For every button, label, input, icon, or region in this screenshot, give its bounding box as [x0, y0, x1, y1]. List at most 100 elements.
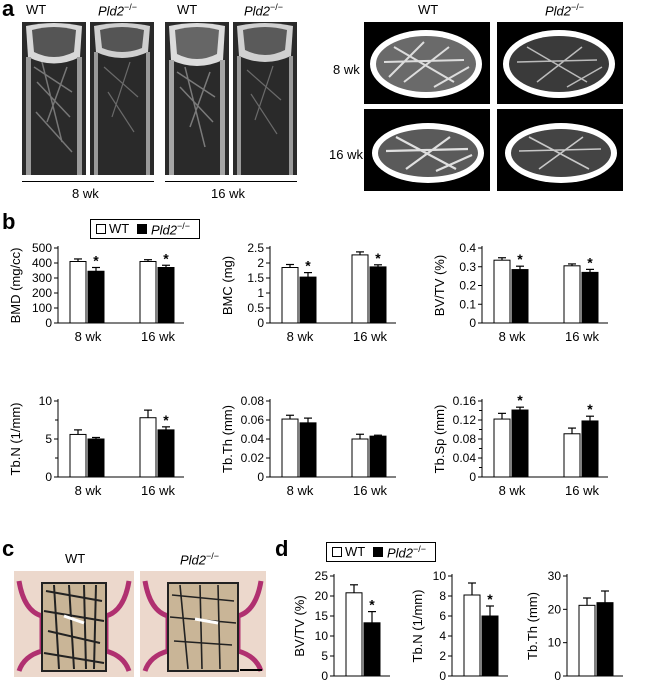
d_tbn-bar-Pld2−/− — [481, 615, 499, 677]
d_bvtv-ytick-label: 25 — [315, 569, 329, 583]
bvtv-ytick-label: 0.2 — [459, 279, 476, 293]
legend-ko-label: Pld2−/− — [387, 544, 426, 560]
d_tbth-ytick-label: 10 — [548, 636, 562, 650]
panel-a-cross-ko-label: Pld2−/− — [545, 2, 584, 18]
femur-wt-8wk-drawing — [22, 22, 86, 175]
bmc-ylabel: BMC (mg) — [220, 256, 235, 315]
panel-d-letter: d — [275, 536, 289, 561]
bmd-ytick-label: 400 — [32, 256, 52, 270]
panel-b-legend: WT Pld2−/− — [90, 219, 200, 239]
d_tbn-sig-star: * — [487, 591, 493, 607]
cross-section-wt-8wk — [364, 22, 490, 104]
tbth-bar-Pld2−/− — [369, 435, 387, 478]
bmd-sig-star: * — [163, 250, 169, 266]
tbsp-ylabel: Tb.Sp (mm) — [432, 405, 447, 474]
bmc-ytick-label: 1 — [257, 286, 264, 300]
panel-a-wt-label-2: WT — [177, 2, 198, 17]
femur-wt-16wk-drawing — [165, 22, 229, 175]
legend-ko-label: Pld2−/− — [151, 221, 190, 237]
bvtv-ytick-label: 0.3 — [459, 260, 476, 274]
panel-a-wt-label-1: WT — [26, 2, 47, 17]
tbth-ytick-label: 0 — [257, 470, 264, 484]
legend-ko-text: Pld2 — [387, 545, 414, 561]
bvtv-bar-WT — [563, 265, 581, 324]
d_tbn-bar-WT — [463, 594, 481, 677]
d_bvtv-ytick-label: 5 — [321, 649, 328, 663]
tbsp-ytick-label: 0.08 — [453, 432, 477, 446]
panel-d-legend: WT Pld2−/− — [326, 542, 436, 562]
panel-c-ko-label: Pld2−/− — [180, 551, 219, 567]
femur-image-wt-16wk — [165, 22, 229, 175]
d_tbth-ytick-label: 30 — [548, 569, 562, 583]
bvtv-sig-star: * — [587, 254, 593, 270]
row-label-16wk: 16 wk — [329, 147, 363, 162]
bmd-bar-WT — [69, 261, 87, 324]
tbn-xtick-label: 16 wk — [141, 483, 175, 498]
bmc-sig-star: * — [305, 258, 311, 274]
bmd-bar-Pld2−/− — [157, 267, 175, 324]
bmd-ytick-label: 100 — [32, 301, 52, 315]
tbn-ytick-label: 10 — [39, 394, 53, 408]
tbsp-bar-WT — [563, 433, 581, 478]
bmc-bar-Pld2−/− — [369, 266, 387, 324]
d_bvtv-ytick-label: 10 — [315, 629, 329, 643]
group-label-8wk: 8 wk — [72, 186, 99, 201]
d_bvtv-ytick-label: 0 — [321, 669, 328, 683]
panel-a-cross-wt-label: WT — [418, 2, 439, 17]
bmc-ytick-label: 2.5 — [247, 241, 264, 255]
ko-label-text: Pld2 — [545, 3, 572, 19]
tbth-ylabel: Tb.Th (mm) — [220, 405, 235, 473]
tbth-bar-Pld2−/− — [299, 422, 317, 478]
bvtv-bar-WT — [493, 259, 511, 324]
bmc-bar-WT — [351, 254, 369, 324]
ko-label-text: Pld2 — [98, 3, 125, 19]
panel-c-wt-label: WT — [65, 551, 86, 566]
bmc-bar-WT — [281, 267, 299, 324]
tbsp-sig-star: * — [587, 401, 593, 417]
bmd-bar-WT — [139, 261, 157, 324]
d_tbth-ytick-label: 0 — [554, 669, 561, 683]
histology-wt — [14, 571, 134, 677]
legend-ko-sup: −/− — [177, 221, 191, 231]
d_bvtv-bar-Pld2−/− — [363, 622, 381, 677]
legend-wt-swatch — [96, 224, 106, 234]
bmd-ytick-label: 0 — [45, 316, 52, 330]
bvtv-xtick-label: 8 wk — [499, 329, 526, 344]
legend-ko-swatch — [137, 224, 147, 234]
legend-wt-swatch — [332, 547, 342, 557]
tbsp-bar-WT — [493, 418, 511, 478]
d_bvtv-ylabel: BV/TV (%) — [292, 595, 307, 656]
panel-c-letter: c — [2, 536, 15, 561]
tbsp-ytick-label: 0 — [469, 470, 476, 484]
d_tbn-ylabel: Tb.N (1/mm) — [410, 590, 425, 663]
tbn-ytick-label: 5 — [45, 432, 52, 446]
tbn-xtick-label: 8 wk — [75, 483, 102, 498]
ko-label-sup: −/− — [124, 2, 138, 12]
bmc-xtick-label: 16 wk — [353, 329, 387, 344]
tbth-ytick-label: 0.06 — [241, 413, 265, 427]
cross-section-ko-16wk — [497, 109, 623, 191]
d_tbn-ytick-label: 8 — [439, 589, 446, 603]
cross-section-wt-16wk — [364, 109, 490, 191]
d_tbn-ytick-label: 0 — [439, 669, 446, 683]
histology-ko — [140, 571, 266, 677]
d_bvtv-ytick-label: 20 — [315, 589, 329, 603]
ko-label-text: Pld2 — [180, 552, 207, 568]
bmd-ytick-label: 500 — [32, 241, 52, 255]
tbsp-xtick-label: 16 wk — [565, 483, 599, 498]
femur-ko-8wk-drawing — [90, 22, 154, 175]
tbn-bar-WT — [69, 433, 87, 478]
tbth-bar-WT — [351, 438, 369, 478]
tbsp-bar-Pld2−/− — [581, 420, 599, 478]
femur-image-wt-8wk — [22, 22, 86, 175]
legend-ko-sup: −/− — [413, 544, 427, 554]
tbth-ytick-label: 0.08 — [241, 394, 265, 408]
d_tbth-ylabel: Tb.Th (mm) — [525, 592, 540, 660]
tbsp-bar-Pld2−/− — [511, 409, 529, 478]
bvtv-ytick-label: 0.1 — [459, 297, 476, 311]
ko-label-text: Pld2 — [244, 3, 271, 19]
d_tbth-bar-Pld2−/− — [596, 602, 614, 677]
tbn-ytick-label: 0 — [45, 470, 52, 484]
group-line-8wk — [22, 181, 154, 182]
